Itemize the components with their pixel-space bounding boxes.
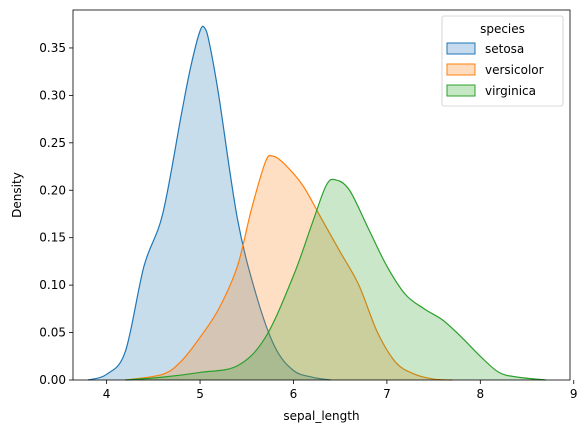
density-area-virginica [125,179,546,380]
y-tick-label: 0.20 [39,183,66,197]
density-line-versicolor [125,154,453,381]
density-area-versicolor [125,155,453,380]
legend-title: species [480,22,525,36]
legend-swatch-virginica [446,84,476,97]
density-area-setosa [87,26,331,380]
legend-label-setosa: setosa [485,42,524,56]
y-tick-label: 0.35 [39,41,66,55]
density-line-virginica [125,178,546,381]
legend-label-versicolor: versicolor [485,63,544,77]
density-line-setosa [87,25,331,381]
y-tick-label: 0.30 [39,88,66,102]
axes-frame [72,9,571,381]
y-axis-label: Density [10,172,24,218]
legend: species setosa versicolor virginica [441,15,564,107]
y-tick-label: 0.05 [39,326,66,340]
axes: 4 5 6 7 8 9 0.00 0.05 0.10 0.15 0.20 0.25 0.30 0.35 se… [10,9,578,423]
x-tick-label: 8 [476,387,484,401]
x-tick-label: 5 [196,387,204,401]
x-tick-label: 9 [570,387,578,401]
y-tick-label: 0.00 [39,373,66,387]
x-axis-label: sepal_length [283,409,359,423]
legend-swatch-versicolor [446,63,476,76]
y-tick-label: 0.25 [39,136,66,150]
x-tick-label: 7 [383,387,391,401]
y-tick-label: 0.10 [39,278,66,292]
legend-label-virginica: virginica [485,84,536,98]
y-tick-label: 0.15 [39,231,66,245]
legend-swatch-setosa [446,42,476,55]
x-tick-label: 4 [103,387,111,401]
legend-box [441,15,564,107]
plot-series [87,25,546,381]
x-tick-label: 6 [290,387,298,401]
